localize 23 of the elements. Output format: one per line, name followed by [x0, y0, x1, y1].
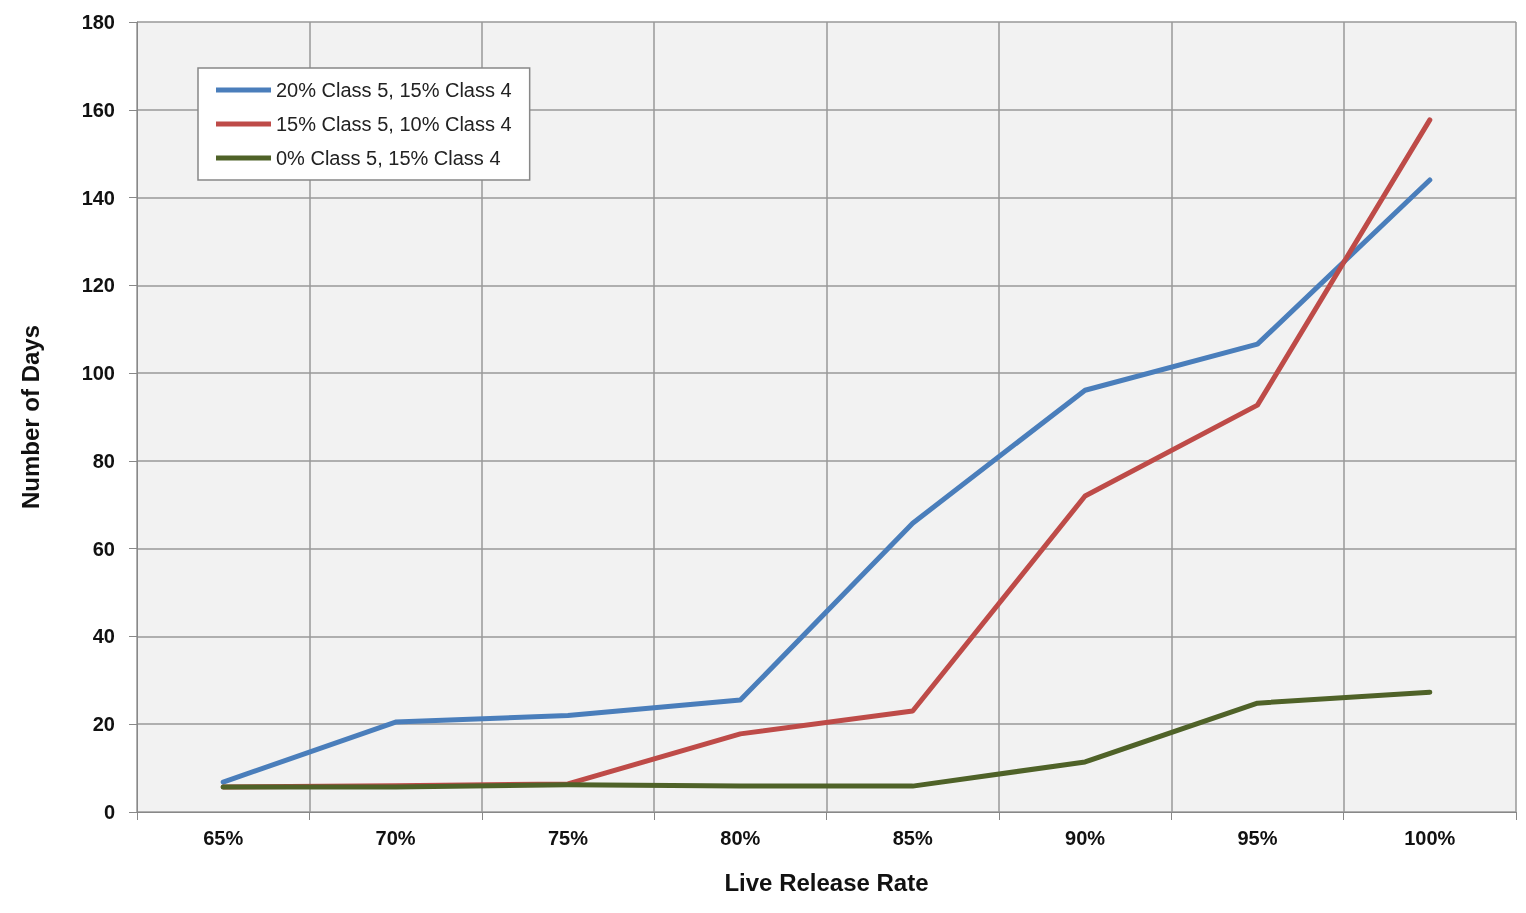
y-tick-label: 60 [92, 537, 115, 560]
x-tick-label: 85% [892, 827, 933, 849]
x-tick-label: 95% [1237, 827, 1278, 849]
legend-label: 20% Class 5, 15% Class 4 [276, 79, 512, 101]
y-tick-label: 140 [81, 186, 115, 209]
x-tick-label: 70% [375, 827, 416, 849]
y-tick-label: 120 [81, 274, 115, 297]
y-tick-label: 160 [81, 98, 115, 121]
x-axis-title: Live Release Rate [724, 868, 929, 896]
y-tick-label: 0 [103, 801, 115, 823]
x-tick-label: 65% [203, 827, 244, 849]
legend-label: 0% Class 5, 15% Class 4 [276, 147, 501, 169]
y-tick-label: 40 [92, 625, 115, 648]
y-tick-label: 180 [81, 11, 115, 33]
y-tick-label: 80 [92, 449, 115, 472]
x-tick-label: 80% [720, 827, 761, 849]
x-tick-label: 90% [1065, 827, 1106, 849]
y-tick-label: 20 [92, 713, 115, 736]
legend-label: 15% Class 5, 10% Class 4 [276, 113, 512, 135]
x-tick-label: 100% [1404, 827, 1456, 849]
y-tick-label: 100 [81, 362, 115, 385]
y-axis-title: Number of Days [16, 324, 44, 510]
x-tick-label: 75% [547, 827, 589, 849]
